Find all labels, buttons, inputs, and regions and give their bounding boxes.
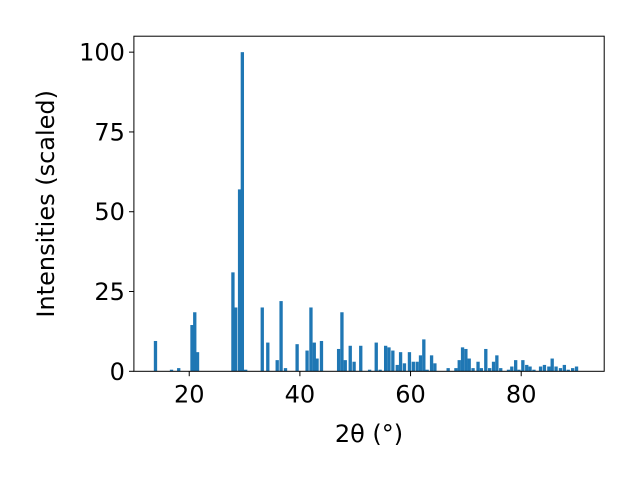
bar [343, 360, 347, 372]
bar [275, 360, 279, 372]
x-tick-label: 40 [285, 380, 316, 408]
bar [352, 361, 356, 372]
bar [429, 355, 434, 372]
bar [387, 347, 391, 372]
bar [411, 361, 415, 372]
bar [506, 369, 511, 372]
bar [367, 369, 372, 372]
bar [336, 348, 341, 372]
bar [495, 355, 499, 372]
bar [422, 339, 426, 372]
bar [378, 369, 382, 372]
bar [460, 347, 465, 372]
bar [562, 364, 567, 372]
bar [177, 368, 181, 372]
bar [340, 312, 344, 372]
bar [266, 342, 270, 372]
bar [571, 368, 575, 372]
bar [260, 307, 264, 372]
x-tick-label: 20 [174, 380, 205, 408]
bar [532, 369, 536, 372]
bar [415, 361, 419, 372]
bar [407, 352, 412, 372]
bar [538, 366, 543, 372]
bar [479, 368, 484, 372]
y-axis-ticks: 0 25 50 75 100 [79, 39, 134, 386]
bar [510, 366, 514, 372]
bar [521, 360, 525, 372]
bar [279, 301, 283, 372]
bar [319, 340, 324, 372]
bar [514, 360, 518, 372]
bar [398, 352, 403, 372]
y-tick-label: 75 [94, 118, 125, 146]
y-tick-label: 50 [94, 198, 125, 226]
bar [471, 368, 475, 372]
bar [525, 364, 529, 372]
bar [542, 364, 547, 372]
bar [454, 368, 458, 372]
bar [312, 342, 316, 372]
bar [193, 312, 197, 372]
bar [467, 358, 471, 372]
bar [550, 358, 554, 372]
bar [234, 307, 238, 372]
bar [566, 369, 570, 372]
y-tick-label: 25 [94, 278, 125, 306]
bar [433, 363, 437, 372]
bar [402, 363, 407, 372]
bar [425, 369, 429, 372]
axes-frame [133, 35, 605, 372]
bar [558, 368, 563, 372]
bar [359, 345, 363, 372]
bar [517, 369, 521, 372]
bar [464, 348, 468, 372]
x-axis-label: 2θ (°) [335, 420, 403, 448]
bar [153, 340, 158, 372]
bar [195, 352, 200, 372]
bar [237, 189, 242, 372]
x-tick-label: 60 [395, 380, 426, 408]
bar [295, 344, 299, 372]
bar [240, 52, 245, 372]
y-axis-label: Intensities (scaled) [32, 90, 60, 318]
bar [348, 345, 352, 372]
bar [315, 358, 319, 372]
bar [491, 361, 496, 372]
bar [395, 364, 399, 372]
bar [528, 366, 532, 372]
bar [554, 366, 558, 372]
bar [446, 368, 450, 372]
bar [488, 368, 492, 372]
bar [476, 361, 480, 372]
bar [309, 307, 313, 372]
bar [383, 345, 388, 372]
bar [283, 368, 288, 372]
bar [305, 350, 309, 372]
x-tick-label: 80 [506, 380, 537, 408]
bar [169, 369, 174, 372]
x-axis-ticks: 20 40 60 80 [174, 371, 537, 408]
bar [547, 366, 551, 372]
bars-group [153, 52, 579, 372]
bar [484, 348, 488, 372]
bar [231, 272, 235, 372]
bar [391, 350, 395, 372]
bar [574, 366, 579, 372]
bar [457, 360, 461, 372]
y-tick-label: 100 [79, 39, 125, 67]
bar [244, 369, 248, 372]
bar [499, 368, 503, 372]
bar [374, 342, 378, 372]
y-tick-label: 0 [110, 358, 125, 386]
bar [190, 325, 194, 372]
bar [418, 355, 423, 372]
